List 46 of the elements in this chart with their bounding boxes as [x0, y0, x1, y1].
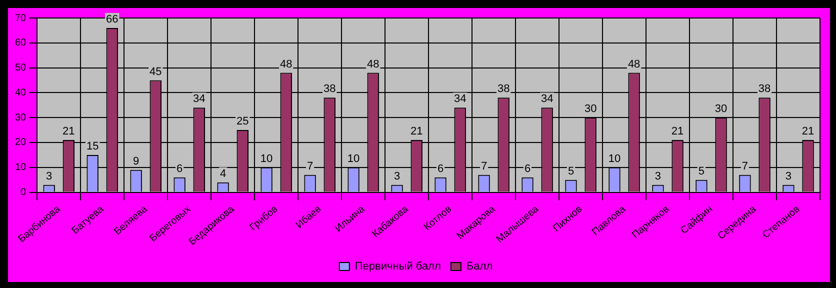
data-label: 5	[568, 165, 574, 178]
y-tick-label: 0	[20, 187, 27, 198]
data-label: 3	[785, 170, 792, 182]
data-label: 38	[497, 83, 510, 96]
data-label: 21	[62, 126, 75, 138]
data-label: 48	[366, 58, 380, 70]
y-tick-label: 50	[15, 62, 27, 74]
y-tick-label: 40	[15, 87, 27, 98]
data-label: 6	[176, 162, 183, 175]
data-label: 38	[758, 83, 771, 96]
y-tick-label: 20	[15, 137, 27, 148]
data-label: 34	[193, 93, 206, 106]
data-label: 10	[608, 152, 621, 165]
y-tick-label: 30	[15, 112, 27, 124]
data-label: 30	[584, 103, 597, 116]
y-tick-label: 60	[15, 38, 27, 49]
data-label: 7	[480, 160, 488, 172]
data-label: 7	[306, 160, 314, 172]
data-label: 34	[454, 93, 466, 106]
data-label: 4	[220, 168, 226, 180]
y-tick-label: 10	[15, 162, 27, 174]
data-label: 48	[628, 58, 640, 70]
data-label: 6	[437, 162, 444, 175]
data-label: 5	[698, 165, 705, 178]
data-label: 30	[714, 103, 728, 116]
data-label: 38	[323, 83, 336, 96]
data-label: 45	[150, 66, 162, 78]
data-label: 21	[410, 126, 423, 138]
legend-label: Балл	[466, 260, 493, 273]
data-label: 7	[742, 160, 748, 172]
data-label: 21	[802, 126, 814, 138]
legend-label: Первичный балл	[354, 260, 441, 273]
data-label: 48	[280, 58, 292, 70]
data-label: 25	[236, 116, 249, 128]
data-label: 3	[654, 170, 662, 182]
data-label: 9	[133, 155, 140, 168]
data-label: 3	[46, 170, 52, 182]
data-label: 66	[106, 13, 118, 26]
data-label: 21	[671, 126, 684, 138]
data-label: 15	[86, 140, 99, 152]
data-label: 3	[394, 170, 400, 182]
data-label: 10	[260, 152, 273, 165]
data-label: 34	[540, 93, 554, 106]
y-tick-label: 70	[15, 12, 27, 24]
data-label: 10	[347, 152, 360, 165]
data-label: 6	[524, 162, 531, 175]
